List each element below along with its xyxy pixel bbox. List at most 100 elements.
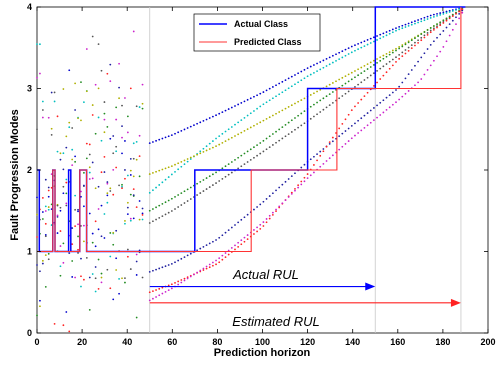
series-6-point [189, 198, 192, 200]
series-4-point [379, 56, 382, 59]
series-8-point [376, 81, 378, 84]
series-3-point [230, 126, 233, 128]
series-4-point [141, 102, 144, 105]
series-7-point [410, 69, 413, 71]
series-8-point [44, 222, 47, 225]
series-4-point [287, 106, 290, 108]
series-9-point [253, 229, 255, 231]
series-6-point [376, 69, 378, 72]
series-4-point [193, 155, 195, 158]
series-9-point [138, 134, 141, 137]
series-7-point [278, 186, 281, 189]
series-5-point [183, 190, 186, 193]
x-tick-label: 100 [255, 337, 270, 347]
legend-label-actual: Actual Class [234, 19, 288, 29]
series-4-point [83, 240, 85, 243]
series-7-point [253, 208, 255, 211]
series-8-point [347, 113, 350, 116]
series-5-point [357, 74, 360, 77]
series-3-point [124, 222, 126, 225]
series-6-point [344, 92, 347, 95]
series-8-point [97, 287, 100, 290]
series-7-point [268, 195, 271, 197]
series-8-point [246, 238, 249, 241]
series-6-point [284, 135, 287, 138]
series-4-point [382, 54, 385, 57]
series-2-point [41, 211, 44, 213]
series-8-point [391, 64, 394, 67]
series-7-point [126, 206, 129, 209]
series-9-point [74, 276, 77, 279]
series-4-point [62, 88, 65, 90]
series-2-point [186, 127, 189, 129]
series-9-point [155, 296, 157, 298]
series-3-point [262, 103, 265, 106]
series-4-point [132, 175, 135, 178]
series-6-point [271, 144, 274, 146]
series-2-point [183, 128, 186, 131]
series-3-point [39, 43, 41, 46]
series-4-point [71, 158, 74, 161]
series-7-point [158, 267, 161, 270]
series-4-point [227, 138, 230, 141]
series-5-point [249, 148, 252, 151]
series-7-point [414, 64, 416, 67]
series-7-point [199, 247, 202, 250]
series-2-point [152, 141, 154, 143]
series-8-point [414, 44, 416, 47]
series-2-point [71, 276, 74, 278]
series-5-point [65, 192, 68, 195]
series-8-point [100, 171, 103, 174]
series-7-point [100, 235, 103, 238]
series-5-point [388, 53, 391, 56]
series-4-point [218, 143, 221, 146]
rul-arrow-head-0 [365, 282, 376, 291]
series-9-point [246, 234, 249, 236]
series-3-point [284, 89, 287, 92]
series-8-point [426, 33, 429, 36]
series-4-point [135, 158, 138, 161]
series-7-point [115, 229, 118, 232]
series-7-point [243, 216, 246, 219]
series-7-point [391, 91, 394, 94]
plot-area [36, 6, 489, 334]
series-8-point [341, 122, 344, 125]
series-8-point [344, 118, 347, 121]
series-9-point [106, 182, 109, 185]
series-6-point [300, 124, 303, 127]
series-5-point [290, 119, 293, 122]
series-3-point [458, 8, 461, 10]
series-8-point [322, 150, 325, 153]
series-2-point [97, 228, 100, 231]
series-6-point [230, 171, 233, 174]
series-7-point [77, 208, 79, 211]
series-5-point [180, 192, 183, 195]
series-6-point [275, 141, 277, 144]
series-6-point [132, 157, 135, 160]
series-3-point [357, 48, 360, 51]
series-8-point [300, 180, 303, 183]
series-7-point [423, 52, 426, 55]
series-7-point [124, 169, 126, 171]
series-7-point [436, 36, 438, 39]
y-tick-label: 4 [27, 2, 32, 12]
series-7-point [300, 166, 303, 169]
series-2-point [331, 54, 334, 57]
series-9-point [432, 59, 435, 62]
series-2-point [68, 69, 71, 72]
series-2-point [88, 212, 91, 215]
series-2-point [287, 77, 290, 80]
series-3-point [363, 45, 366, 48]
series-6-point [112, 152, 115, 155]
series-7-point [354, 122, 356, 125]
series-5-point [354, 76, 356, 79]
series-6-point [410, 44, 413, 47]
series-6-point [74, 208, 77, 211]
series-5-point [259, 142, 262, 144]
series-8-point [455, 12, 457, 15]
series-4-point [243, 129, 246, 132]
series-8-point [445, 19, 448, 22]
series-8-point [221, 258, 224, 261]
series-7-point [234, 224, 236, 226]
series-9-point [243, 236, 246, 239]
